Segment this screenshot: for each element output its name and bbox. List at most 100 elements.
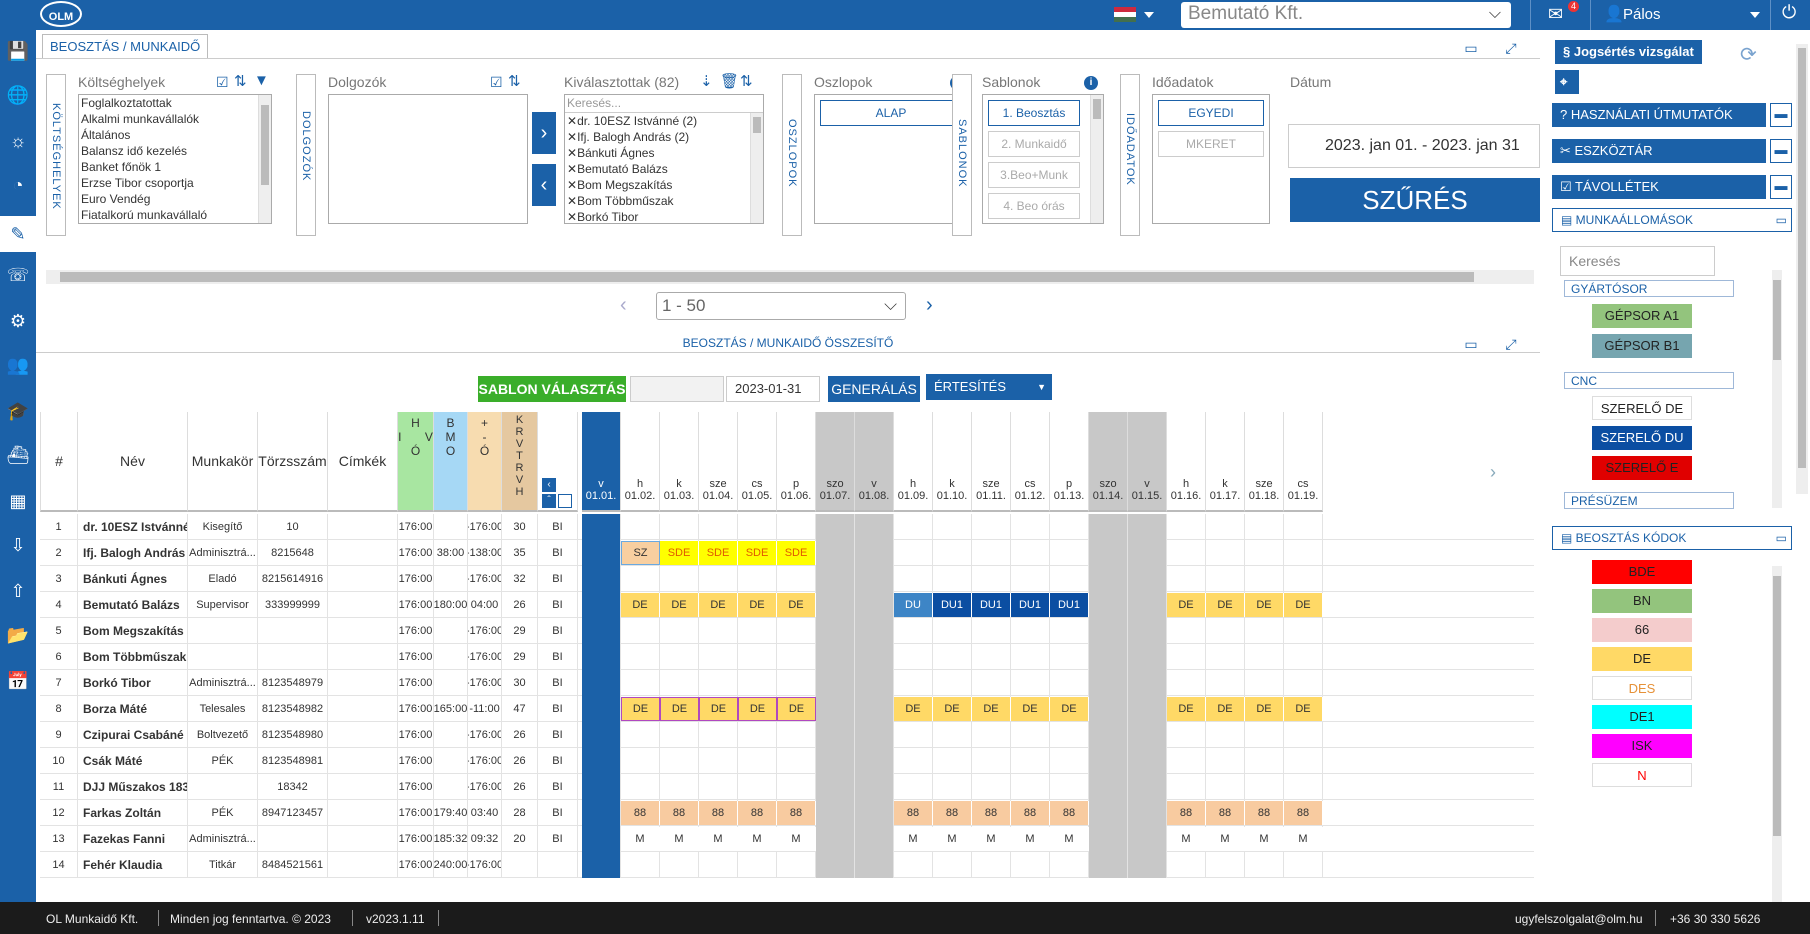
- dashboard-icon[interactable]: ◔: [12, 175, 24, 195]
- day-cell[interactable]: [1167, 722, 1206, 748]
- user-chevron-icon[interactable]: [1750, 12, 1760, 18]
- olm-logo[interactable]: OLM: [40, 1, 82, 27]
- list-item[interactable]: Foglalkoztatottak: [81, 96, 172, 110]
- schedule-code-chip[interactable]: BDE: [1592, 560, 1692, 584]
- day-cell[interactable]: [1245, 566, 1284, 592]
- day-cell[interactable]: [777, 644, 816, 670]
- cnc-group[interactable]: CNC: [1564, 372, 1734, 389]
- day-cell[interactable]: [1167, 774, 1206, 800]
- beosztas-kodok-header[interactable]: ▤ BEOSZTÁS KÓDOK ▭: [1552, 526, 1792, 550]
- day-cell[interactable]: [1089, 852, 1128, 878]
- list-item[interactable]: ✕Borkó Tibor: [567, 210, 639, 224]
- day-cell[interactable]: [1167, 852, 1206, 878]
- day-cell[interactable]: [855, 852, 894, 878]
- day-header[interactable]: szo 01.07.: [816, 412, 855, 512]
- day-cell[interactable]: [777, 566, 816, 592]
- sablon-button[interactable]: 4. Beo órás: [988, 193, 1080, 219]
- day-cell[interactable]: [1167, 566, 1206, 592]
- collapse-left-icon[interactable]: ‹: [542, 478, 556, 492]
- oszlopok-side[interactable]: OSZLOPOK: [782, 74, 802, 236]
- schedule-code-chip[interactable]: DE1: [1592, 705, 1692, 729]
- day-cell[interactable]: [699, 748, 738, 774]
- generate-date-input[interactable]: 2023-01-31: [726, 376, 820, 402]
- day-cell[interactable]: [660, 748, 699, 774]
- company-select[interactable]: Bemutató Kft. ⌵: [1181, 2, 1511, 28]
- day-cell[interactable]: [1128, 566, 1167, 592]
- generalas-button[interactable]: GENERÁLÁS: [828, 376, 920, 402]
- shift-code[interactable]: SDE: [738, 541, 777, 565]
- workstation-scrollbar[interactable]: [1772, 270, 1782, 508]
- list-item[interactable]: ✕Bom Többműszak: [567, 194, 674, 208]
- munkaallomasok-header[interactable]: ▤ MUNKAÁLLOMÁSOK ▭: [1552, 208, 1792, 232]
- header-job[interactable]: Munkakör: [188, 412, 258, 512]
- day-cell[interactable]: [1284, 540, 1323, 566]
- day-cell[interactable]: [1284, 774, 1323, 800]
- shift-code[interactable]: M: [1206, 827, 1245, 851]
- day-cell[interactable]: [777, 514, 816, 540]
- day-cell[interactable]: [621, 722, 660, 748]
- shift-code[interactable]: DE: [1206, 593, 1245, 617]
- day-cell[interactable]: [777, 670, 816, 696]
- day-header[interactable]: v 01.08.: [855, 412, 894, 512]
- day-cell[interactable]: [1011, 566, 1050, 592]
- shift-code[interactable]: DE: [699, 593, 738, 617]
- day-cell[interactable]: [1011, 514, 1050, 540]
- list-item[interactable]: Alkalmi munkavállalók: [81, 112, 200, 126]
- shift-code[interactable]: M: [894, 827, 933, 851]
- day-cell[interactable]: [699, 644, 738, 670]
- day-cell[interactable]: [1050, 748, 1089, 774]
- users-icon[interactable]: 👥: [6, 355, 30, 375]
- sablon-button[interactable]: 1. Beosztás: [988, 100, 1080, 126]
- day-cell[interactable]: [972, 774, 1011, 800]
- shift-code[interactable]: SZ: [621, 541, 660, 565]
- cell-name[interactable]: Farkas Zoltán: [78, 800, 188, 826]
- day-cell[interactable]: [1245, 852, 1284, 878]
- download-icon[interactable]: ⇩: [10, 535, 26, 555]
- header-tags[interactable]: Címkék: [328, 412, 398, 512]
- day-cell[interactable]: [816, 800, 855, 826]
- cell-name[interactable]: Borkó Tibor: [78, 670, 188, 696]
- jogsertes-button[interactable]: § Jogsértés vizsgálat: [1555, 40, 1702, 64]
- day-cell[interactable]: [621, 852, 660, 878]
- schedule-code-chip[interactable]: ISK: [1592, 734, 1692, 758]
- dolgozok-list[interactable]: [328, 94, 528, 224]
- footer-email[interactable]: ugyfelszolgalat@olm.hu: [1515, 912, 1643, 926]
- day-cell[interactable]: [1284, 644, 1323, 670]
- day-cell[interactable]: [621, 774, 660, 800]
- day-cell[interactable]: [1050, 774, 1089, 800]
- table-row[interactable]: 6 Bom Többműszak 176:00 -176:00 29 BI: [40, 644, 1534, 670]
- day-cell[interactable]: [816, 592, 855, 618]
- day-cell[interactable]: [777, 852, 816, 878]
- day-header[interactable]: v 01.15.: [1128, 412, 1167, 512]
- day-cell[interactable]: [972, 514, 1011, 540]
- shift-code[interactable]: 88: [738, 801, 777, 825]
- cell-name[interactable]: Czipurai Csabáné: [78, 722, 188, 748]
- shift-code[interactable]: M: [1050, 827, 1089, 851]
- day-cell[interactable]: [972, 644, 1011, 670]
- shift-code[interactable]: M: [660, 827, 699, 851]
- cell-name[interactable]: Ifj. Balogh András: [78, 540, 188, 566]
- day-cell[interactable]: [660, 722, 699, 748]
- day-cell[interactable]: [1245, 644, 1284, 670]
- day-cell[interactable]: [972, 722, 1011, 748]
- day-cell[interactable]: [855, 826, 894, 852]
- day-cell[interactable]: [816, 852, 855, 878]
- table-row[interactable]: 5 Bom Megszakítás 176:00 -176:00 29 BI: [40, 618, 1534, 644]
- day-cell[interactable]: [1128, 514, 1167, 540]
- list-item[interactable]: ✕Bemutató Balázs: [567, 162, 668, 176]
- cell-name[interactable]: Bemutató Balázs: [78, 592, 188, 618]
- schedule-code-chip[interactable]: DES: [1592, 676, 1692, 700]
- list-item[interactable]: ✕Ifj. Balogh András (2): [567, 130, 690, 144]
- shift-code[interactable]: SDE: [777, 541, 816, 565]
- horizontal-scrollbar[interactable]: [46, 270, 1534, 284]
- table-row[interactable]: 3 Bánkuti Ágnes Eladó 8215614916 176:00 -176:…: [40, 566, 1534, 592]
- maximize-icon[interactable]: ⤢: [1505, 40, 1517, 56]
- minimize-icon[interactable]: ▭: [1464, 336, 1478, 352]
- shift-code[interactable]: DE: [1050, 697, 1089, 721]
- koltseghelyek-side[interactable]: KÖLTSÉGHELYEK: [46, 74, 66, 236]
- day-cell[interactable]: [933, 540, 972, 566]
- shift-code[interactable]: DE: [660, 593, 699, 617]
- day-cell[interactable]: [1128, 592, 1167, 618]
- codes-scrollbar[interactable]: [1772, 566, 1782, 902]
